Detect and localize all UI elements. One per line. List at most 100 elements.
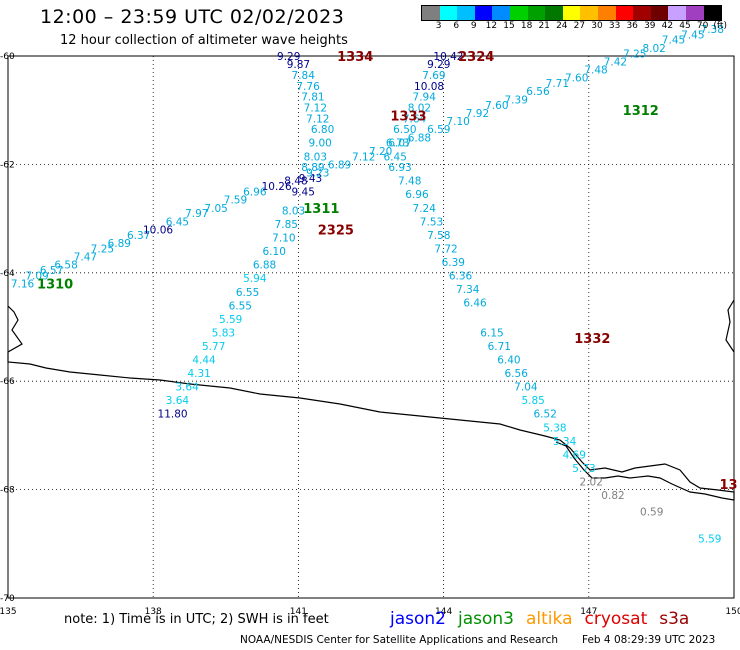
wave-height-value: 10.06 <box>143 224 173 236</box>
wave-height-value: 7.24 <box>413 203 437 215</box>
wave-height-value: 11.80 <box>158 409 188 421</box>
wave-height-value: 6.15 <box>480 327 503 339</box>
wave-height-value: 9.29 <box>277 51 300 63</box>
wave-height-value: 9.87 <box>287 59 310 71</box>
colorbar-tick-label: (ft) <box>713 21 727 31</box>
wave-height-value: 7.34 <box>456 284 480 296</box>
wave-height-value: 9.23 <box>306 168 329 180</box>
wave-height-value: 7.04 <box>514 382 538 394</box>
wave-height-value: 6.55 <box>229 300 252 312</box>
wave-height-value: 7.12 <box>304 102 327 114</box>
wave-height-value: 7.39 <box>505 94 528 106</box>
colorbar-tick-label: 42 <box>661 21 674 31</box>
colorbar-labels: 3 6 9 12 15 18 21 24 27 30 33 36 39 42 45 70 (ft) <box>421 21 733 33</box>
wave-height-value: 7.10 <box>446 116 469 128</box>
wave-height-value: 6.88 <box>408 132 431 144</box>
wave-height-value: 7.72 <box>434 243 457 255</box>
colorbar-swatch <box>615 6 634 20</box>
colorbar-tick-label: 36 <box>626 21 638 31</box>
legend-item-jason3: jason3 <box>458 609 514 629</box>
wave-height-value: 5.77 <box>202 341 225 353</box>
wave-height-value: 7.69 <box>422 70 445 82</box>
wave-height-value: 9.00 <box>308 138 331 150</box>
wave-height-value: 7.94 <box>413 92 437 104</box>
wave-height-value: 7.84 <box>292 70 316 82</box>
x-tick-label: 150 <box>725 607 740 617</box>
wave-height-value: 6.96 <box>243 187 267 199</box>
colorbar-tick-label: 12 <box>485 21 498 31</box>
wave-height-value: 7.05 <box>204 203 227 215</box>
wave-height-value: 5.94 <box>243 273 267 285</box>
wave-height-value: 4.31 <box>187 368 210 380</box>
map-frame <box>7 55 735 599</box>
wave-height-value: 7.12 <box>352 151 375 163</box>
wave-height-value: 6.45 <box>166 216 189 228</box>
wave-height-value: 7.60 <box>565 73 588 85</box>
wave-height-value: 5.34 <box>553 436 577 448</box>
y-tick-label: -66 <box>0 377 15 387</box>
colorbar-swatch <box>509 6 528 20</box>
legend-item-s3a: s3a <box>659 609 690 629</box>
wave-height-value: 7.85 <box>275 219 298 231</box>
wave-height-value: 7.48 <box>584 65 607 77</box>
wave-height-value: 7.60 <box>485 100 508 112</box>
colorbar-tick-label: 33 <box>608 21 621 31</box>
colorbar-swatch <box>474 6 493 20</box>
wave-height-value: 5.38 <box>543 422 566 434</box>
pass-labels: 1334 2324 1333 1312 1311 2325 1310 1332 13 <box>37 50 738 493</box>
y-tick-label: -62 <box>0 160 15 170</box>
wave-height-value: 2.02 <box>580 476 603 488</box>
colorbar-swatch <box>633 6 651 20</box>
colorbar-tick-label: 45 <box>679 21 691 31</box>
wave-height-value: 7.47 <box>74 252 97 264</box>
wave-height-value: 3.64 <box>175 382 199 394</box>
wave-height-value: 6.55 <box>236 287 259 299</box>
pass-number-label: 1333 <box>390 110 426 125</box>
wave-height-value: 7.48 <box>398 176 421 188</box>
coastline <box>7 305 735 501</box>
wave-height-value: 6.56 <box>526 86 550 98</box>
x-tick-label: 147 <box>580 607 597 617</box>
coastline-east <box>725 299 735 353</box>
wave-height-value: 6.37 <box>127 230 150 242</box>
colorbar-swatch <box>439 6 458 20</box>
wave-height-value: 7.59 <box>224 195 247 207</box>
generation-timestamp: Feb 4 08:29:39 UTC 2023 <box>582 634 716 646</box>
wave-height-value: 7.10 <box>272 233 295 245</box>
legend-item-jason2: jason2 <box>390 609 446 629</box>
wave-height-value: 8.03 <box>304 151 327 163</box>
wave-height-value: 4.44 <box>192 355 216 367</box>
colorbar-tick-label: 39 <box>644 21 656 31</box>
wave-height-value: 0.59 <box>640 506 663 518</box>
credit-text: NOAA/NESDIS Center for Satellite Applica… <box>240 634 558 646</box>
colorbar-swatch <box>685 6 704 20</box>
wave-height-value: 6.52 <box>534 409 557 421</box>
x-tick-label: 138 <box>145 607 162 617</box>
colorbar-swatch <box>562 6 581 20</box>
wave-height-value: 5.85 <box>521 395 544 407</box>
wave-height-value: 6.71 <box>488 341 511 353</box>
wave-height-value: 7.20 <box>369 146 392 158</box>
chart-title: 12:00 – 23:59 UTC 02/02/2023 <box>40 6 345 28</box>
colorbar-tick-label: 9 <box>470 21 477 31</box>
wave-height-value: 5.83 <box>212 327 235 339</box>
colorbar-tick-label: 27 <box>573 21 586 31</box>
wave-height-value: 6.57 <box>40 265 63 277</box>
wave-height-value: 8.02 <box>642 43 665 55</box>
wave-height-value: 7.71 <box>546 78 569 90</box>
pass-number-label: 1311 <box>303 202 339 217</box>
colorbar-tick-label: 15 <box>503 21 515 31</box>
wave-height-value: 7.25 <box>91 243 114 255</box>
wave-height-value: 5.59 <box>219 314 242 326</box>
wave-height-value: 6.96 <box>405 189 429 201</box>
colorbar-swatch <box>597 6 616 20</box>
axis-tick-labels: 135 138 141 144 147 150 -60 -62 -64 -66 -68 -70 <box>0 52 740 617</box>
wave-height-value: 6.45 <box>384 151 407 163</box>
wave-height-value: 9.43 <box>299 173 322 185</box>
pass-number-label: 1312 <box>623 104 659 119</box>
colorbar-tick-label: 6 <box>453 21 460 31</box>
pass-number-label: 1334 <box>337 50 373 65</box>
wave-height-value: 5.73 <box>572 463 595 475</box>
wave-height-value: 7.76 <box>296 81 320 93</box>
